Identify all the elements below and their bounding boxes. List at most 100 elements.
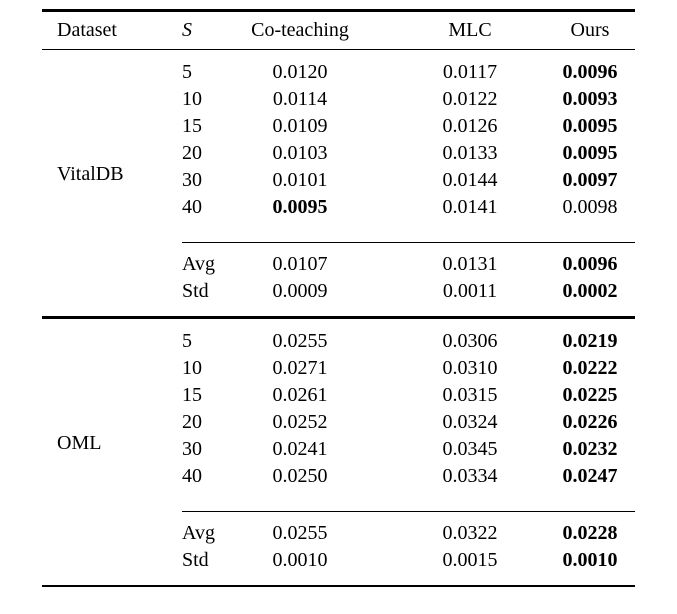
co-teaching-cell: 0.0103 bbox=[272, 142, 328, 165]
column-spacer bbox=[536, 251, 545, 278]
column-spacer bbox=[368, 409, 404, 436]
column-spacer bbox=[368, 463, 404, 490]
column-spacer bbox=[536, 167, 545, 194]
dataset-cell bbox=[42, 251, 182, 278]
column-spacer bbox=[368, 328, 404, 355]
ours-cell: 0.0222 bbox=[562, 356, 618, 379]
mlc-cell: 0.0315 bbox=[442, 383, 498, 406]
table-row: 5 0.0255 0.0306 0.0219 bbox=[42, 328, 635, 355]
table-row: 10 0.0114 0.0122 0.0093 bbox=[42, 86, 635, 113]
dataset-label-oml: OML bbox=[57, 431, 102, 454]
column-spacer bbox=[536, 328, 545, 355]
s-cell: 20 bbox=[182, 410, 202, 433]
header-mlc: MLC bbox=[448, 18, 492, 41]
co-teaching-cell: 0.0241 bbox=[272, 437, 328, 460]
column-spacer bbox=[368, 547, 404, 574]
ours-cell: 0.0098 bbox=[562, 196, 618, 219]
co-teaching-cell: 0.0261 bbox=[272, 383, 328, 406]
table-row: 30 0.0101 0.0144 0.0097 bbox=[42, 167, 635, 194]
dataset-cell bbox=[42, 547, 182, 574]
column-spacer bbox=[368, 59, 404, 86]
ours-cell: 0.0095 bbox=[562, 115, 618, 138]
dataset-cell bbox=[42, 278, 182, 305]
column-spacer bbox=[368, 436, 404, 463]
column-spacer bbox=[536, 113, 545, 140]
table-row: 20 0.0252 0.0324 0.0226 bbox=[42, 409, 635, 436]
s-cell: 20 bbox=[182, 142, 202, 165]
s-cell: Std bbox=[182, 280, 209, 303]
table-row: Avg 0.0107 0.0131 0.0096 bbox=[42, 251, 635, 278]
column-spacer bbox=[536, 436, 545, 463]
column-spacer bbox=[368, 140, 404, 167]
mlc-cell: 0.0345 bbox=[442, 437, 498, 460]
table-row: 10 0.0271 0.0310 0.0222 bbox=[42, 355, 635, 382]
ours-cell: 0.0097 bbox=[562, 169, 618, 192]
bottom-rule bbox=[42, 584, 635, 588]
mlc-cell: 0.0126 bbox=[442, 115, 498, 138]
mlc-cell: 0.0122 bbox=[442, 88, 498, 111]
table-row: 40 0.0250 0.0334 0.0247 bbox=[42, 463, 635, 490]
s-cell: 15 bbox=[182, 383, 202, 406]
section-vitaldb: VitalDB 5 0.0120 0.0117 0.0096 10 0.0114 0.012… bbox=[42, 50, 635, 316]
ours-cell: 0.0225 bbox=[562, 383, 618, 406]
s-cell: 30 bbox=[182, 437, 202, 460]
dataset-cell bbox=[42, 59, 182, 86]
ours-cell: 0.0228 bbox=[562, 521, 618, 544]
column-spacer bbox=[536, 547, 545, 574]
ours-cell: 0.0247 bbox=[562, 464, 618, 487]
column-spacer bbox=[536, 140, 545, 167]
column-spacer bbox=[368, 520, 404, 547]
dataset-cell bbox=[42, 328, 182, 355]
dataset-cell bbox=[42, 113, 182, 140]
mlc-cell: 0.0334 bbox=[442, 464, 498, 487]
table-row: Avg 0.0255 0.0322 0.0228 bbox=[42, 520, 635, 547]
vitaldb-summary-rule bbox=[182, 242, 635, 244]
co-teaching-cell: 0.0255 bbox=[272, 329, 328, 352]
mlc-cell: 0.0306 bbox=[442, 329, 498, 352]
oml-summary-rule bbox=[182, 510, 635, 512]
mlc-cell: 0.0131 bbox=[442, 253, 498, 276]
co-teaching-cell: 0.0114 bbox=[272, 88, 328, 111]
column-spacer bbox=[536, 278, 545, 305]
oml-rows: 5 0.0255 0.0306 0.0219 10 0.0271 0.0310 0.0222 1… bbox=[42, 319, 635, 511]
column-spacer bbox=[536, 409, 545, 436]
section-divider-rule bbox=[42, 316, 635, 319]
dataset-label-vitaldb: VitalDB bbox=[57, 163, 124, 186]
co-teaching-cell: 0.0250 bbox=[272, 464, 328, 487]
header-rule bbox=[42, 48, 635, 51]
table-row: 40 0.0095 0.0141 0.0098 bbox=[42, 194, 635, 221]
oml-summary-rows: Avg 0.0255 0.0322 0.0228 Std 0.0010 0.0015 0.00… bbox=[42, 512, 635, 585]
vitaldb-summary-rows: Avg 0.0107 0.0131 0.0096 Std 0.0009 0.0011 0.00… bbox=[42, 243, 635, 316]
ours-cell: 0.0002 bbox=[562, 280, 618, 303]
table-row: 20 0.0103 0.0133 0.0095 bbox=[42, 140, 635, 167]
co-teaching-cell: 0.0252 bbox=[272, 410, 328, 433]
co-teaching-cell: 0.0271 bbox=[272, 356, 328, 379]
mlc-cell: 0.0144 bbox=[442, 169, 498, 192]
column-spacer bbox=[536, 12, 545, 49]
ours-cell: 0.0096 bbox=[562, 253, 618, 276]
s-cell: 10 bbox=[182, 356, 202, 379]
s-cell: 10 bbox=[182, 88, 202, 111]
mlc-cell: 0.0310 bbox=[442, 356, 498, 379]
s-cell: 5 bbox=[182, 329, 192, 352]
column-spacer bbox=[368, 278, 404, 305]
column-spacer bbox=[536, 382, 545, 409]
s-cell: Std bbox=[182, 548, 209, 571]
ours-cell: 0.0232 bbox=[562, 437, 618, 460]
dataset-cell bbox=[42, 463, 182, 490]
s-cell: 30 bbox=[182, 169, 202, 192]
dataset-cell bbox=[42, 194, 182, 221]
co-teaching-cell: 0.0107 bbox=[272, 253, 328, 276]
co-teaching-cell: 0.0120 bbox=[272, 61, 328, 84]
mlc-cell: 0.0324 bbox=[442, 410, 498, 433]
column-spacer bbox=[536, 194, 545, 221]
column-spacer bbox=[536, 59, 545, 86]
header-s: S bbox=[182, 18, 192, 41]
column-spacer bbox=[368, 382, 404, 409]
column-spacer bbox=[536, 86, 545, 113]
top-rule bbox=[42, 9, 635, 12]
table-header-row: Dataset S Co-teaching MLC Ours bbox=[42, 12, 635, 49]
table-row: 5 0.0120 0.0117 0.0096 bbox=[42, 59, 635, 86]
header-dataset: Dataset bbox=[57, 18, 117, 41]
ours-cell: 0.0010 bbox=[562, 548, 618, 571]
